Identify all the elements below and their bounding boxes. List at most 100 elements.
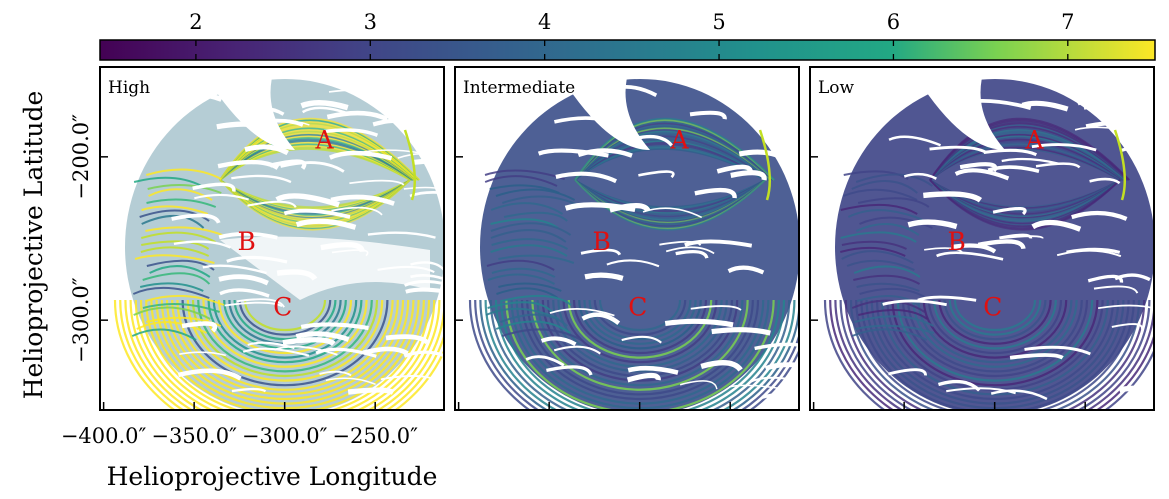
fringe-strand [856,282,920,292]
data-gap [192,182,236,192]
data-gap [403,186,444,191]
fringe-strand [501,294,572,306]
data-gap [331,206,383,216]
data-gap [546,365,593,376]
data-gap [659,240,702,246]
fringe-strand [851,299,926,313]
loop-arc [849,299,1141,410]
x-axis-title: Helioprojective Longitude [107,462,438,491]
loop-arc [860,299,1130,410]
fringe-strand [145,294,225,306]
data-gap [553,345,601,355]
fringe-strand [146,168,222,180]
data-gap [200,67,295,150]
data-gap [992,207,1027,216]
fringe-strand [846,259,915,271]
data-gap [903,172,937,180]
data-gap [951,243,997,254]
loop-arc [197,299,373,373]
data-gap [689,110,727,120]
colorbar-tick-label: 3 [364,10,377,34]
data-gap [711,327,771,336]
data-gap [1056,249,1122,258]
data-gap [584,272,624,281]
fringe-strand [855,222,920,236]
loop-arc [562,299,718,364]
data-gap [537,148,609,158]
fringe-strand [855,324,935,334]
data-gap [1071,210,1128,221]
data-gap [764,362,799,372]
data-gap [1089,177,1121,185]
data-gap [295,331,350,342]
data-gap [907,219,958,230]
loop-arc [574,179,766,231]
loop-arc [113,299,444,410]
data-gap [242,347,310,357]
loop-arc [567,299,713,359]
fringe-strand [132,286,210,299]
colorbar-gradient [99,39,1156,61]
fringe-strand [495,188,576,201]
data-gap [923,191,983,203]
data-gap [1076,97,1137,111]
data-gap [609,202,651,213]
loop-arc [896,299,1094,382]
fringe-strand [501,328,582,341]
loop-arc [176,299,394,391]
loop-arc [500,299,780,410]
fringe-strand [495,320,571,334]
data-gap [325,377,376,386]
fringe-strand [840,203,918,215]
data-gap [1093,285,1139,294]
data-gap [319,370,352,377]
data-gap [405,287,444,294]
data-gap [300,322,369,331]
x-tick-label: −400.0″ [61,424,147,448]
panel-high-frame [99,66,445,411]
data-gap [990,389,1048,401]
data-gap [1083,103,1123,114]
colorbar-tick-label: 6 [887,10,900,34]
data-gap [295,218,357,230]
data-gap [173,91,223,102]
data-gap [924,247,963,254]
region-label-b: B [947,227,965,256]
data-gap [202,264,267,275]
fringe-strand [841,250,914,264]
panel-high-title: High [108,78,150,98]
data-gap [171,213,221,224]
fringe-strand [851,328,928,341]
data-gap [754,342,799,351]
region-label-c: C [273,292,292,321]
data-gap [1097,304,1154,310]
fringe-strand [133,306,211,320]
fringe-strand [855,173,933,187]
data-gap [983,148,1038,157]
fringe-strand [491,267,556,278]
loop-arc [839,299,1151,410]
fringe-strand [131,328,197,341]
data-gap [638,170,675,179]
colorbar-tick-label: 2 [189,10,202,34]
panel-intermediate-title: Intermediate [463,78,575,98]
data-gap [410,102,444,109]
region-label-c: C [983,292,1002,321]
fringe-strand [145,226,223,236]
fringe-strand [841,240,907,250]
data-gap [700,360,743,372]
data-gap [1074,126,1140,134]
data-gap [326,110,389,122]
loop-arc [891,299,1099,387]
fringe-strand [484,175,558,187]
data-gap [282,337,336,347]
data-gap [750,376,799,383]
fringe-strand [490,202,564,215]
data-gap [349,179,405,186]
limb-highlight [1113,129,1127,201]
data-gap [910,67,1005,150]
panel-high: High A B C [99,66,445,411]
data-gap [367,231,436,239]
loop-arc [186,299,384,382]
data-gap [380,375,440,383]
